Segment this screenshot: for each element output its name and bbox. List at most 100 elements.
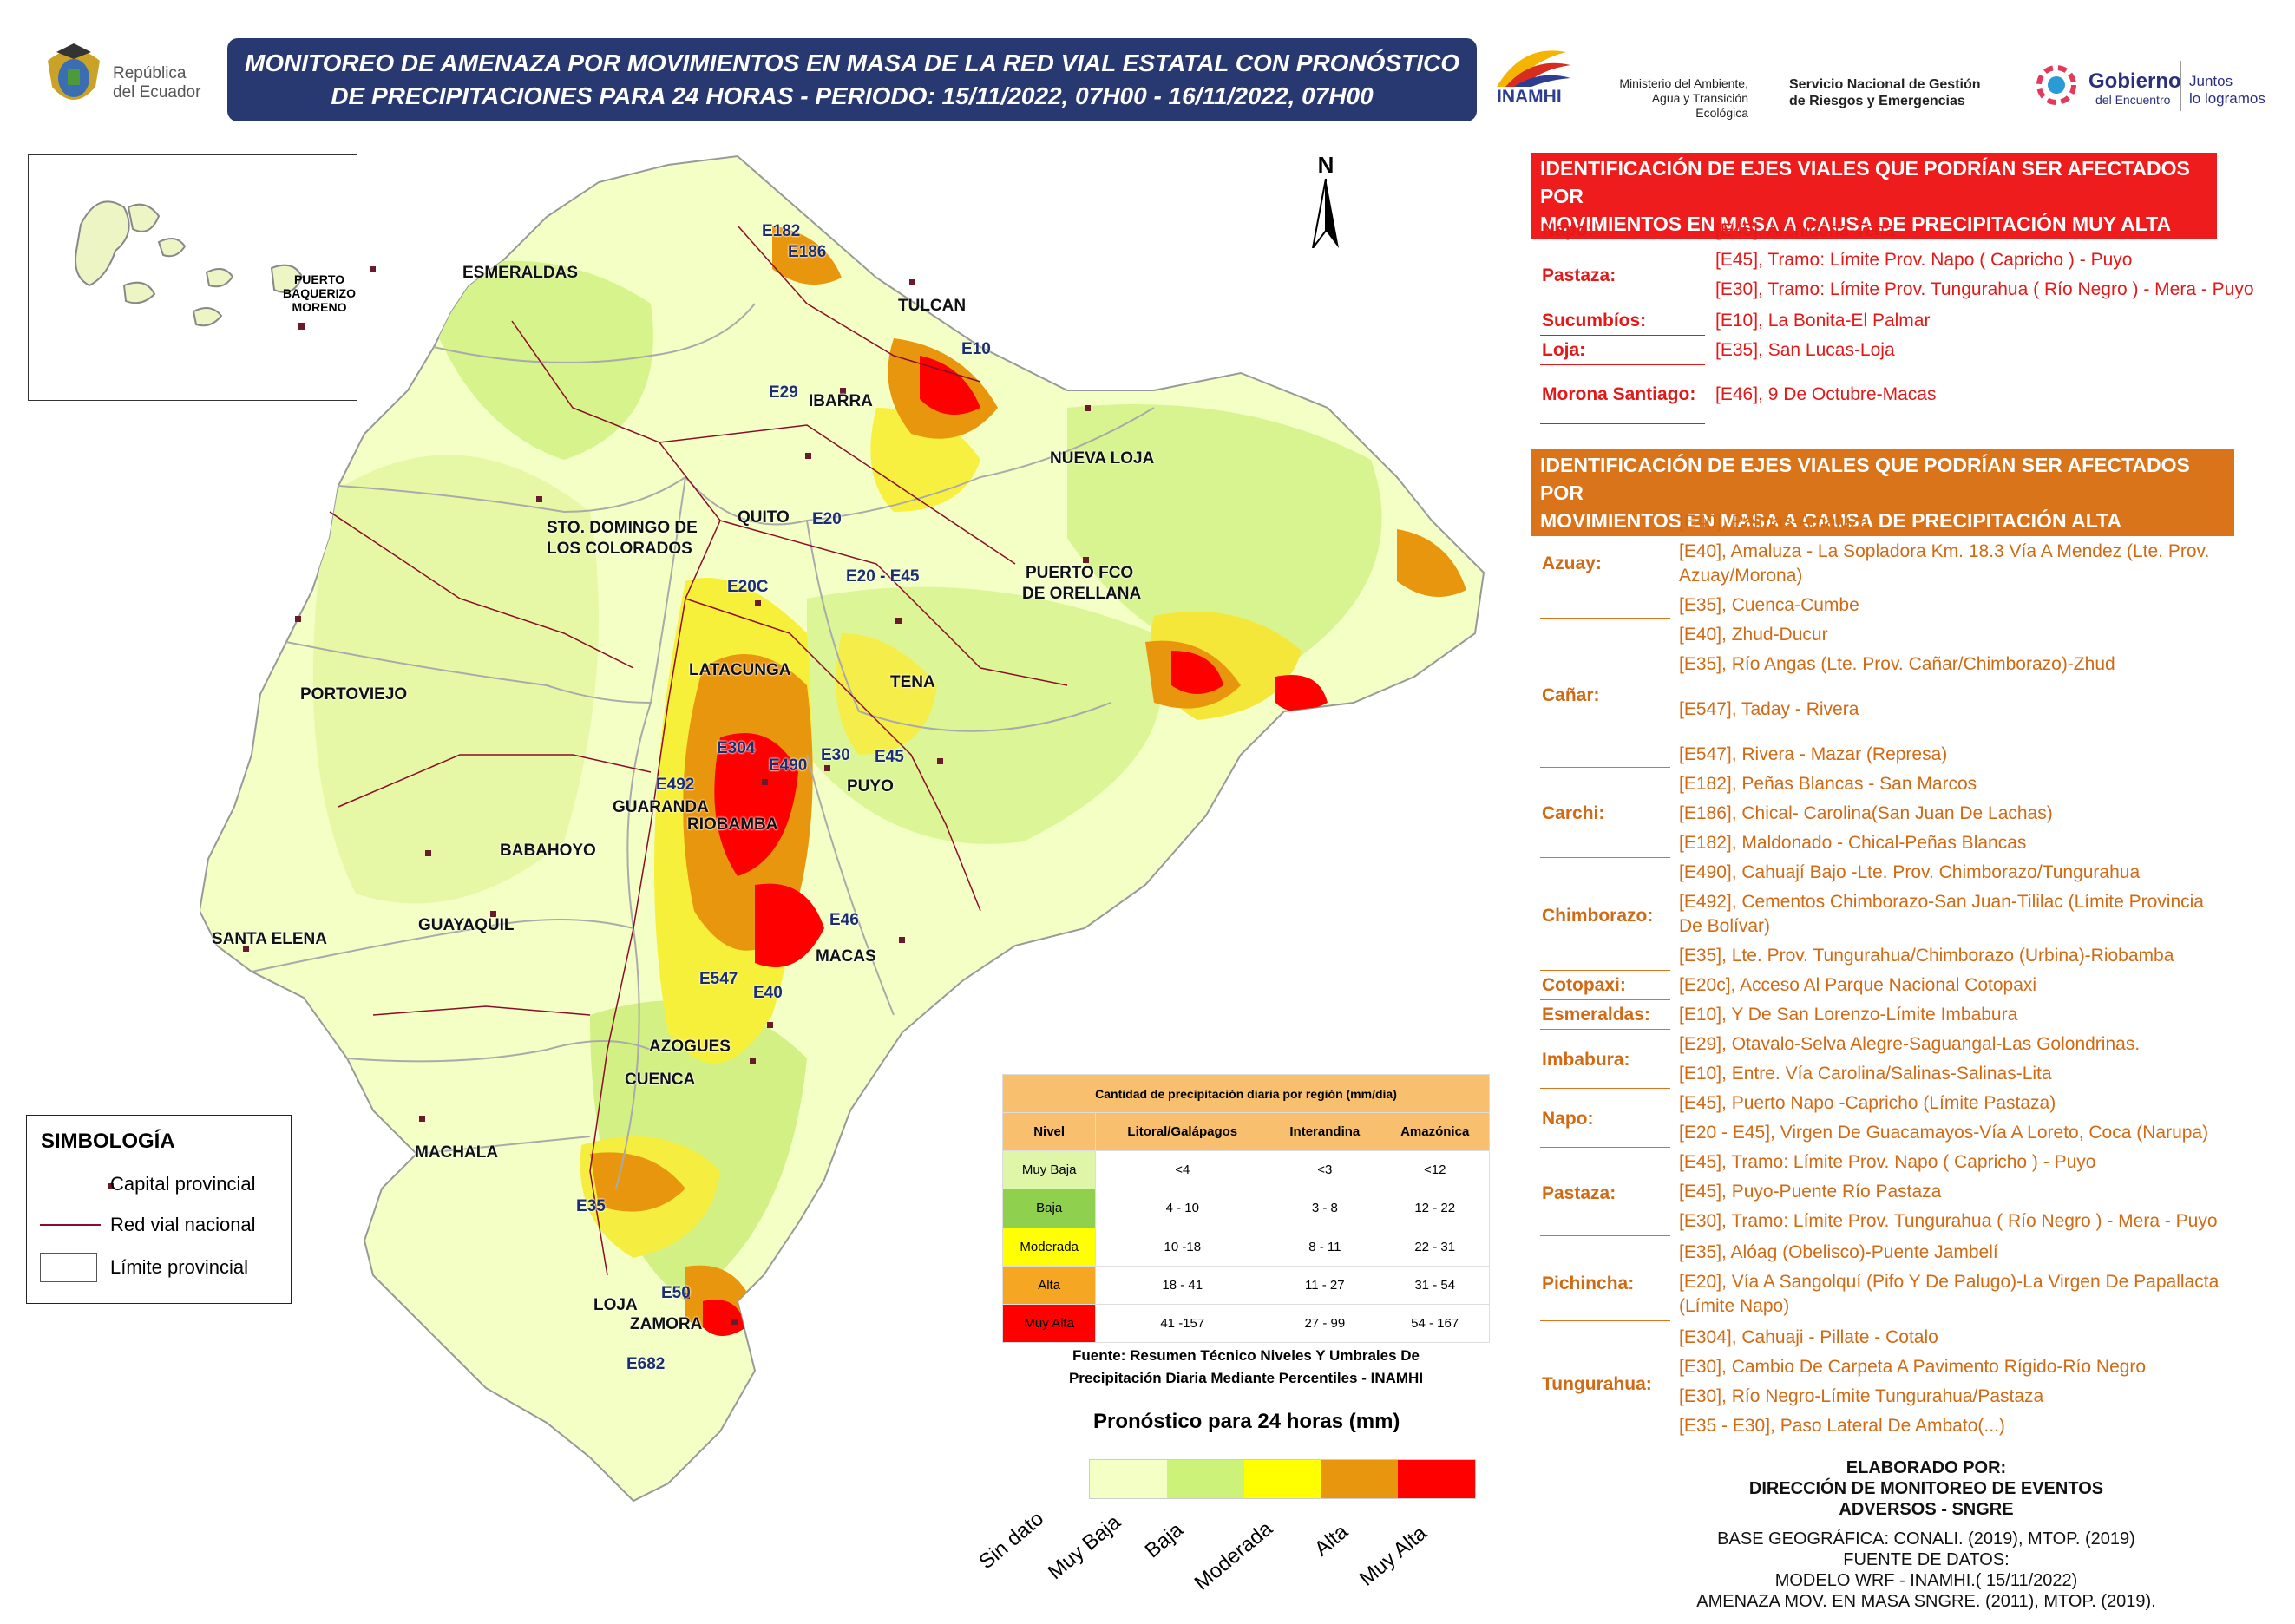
road-label: E10 (961, 340, 991, 358)
juntos-label: Juntos lo logramos (2189, 73, 2265, 107)
forecast-label: Alta (1309, 1519, 1353, 1562)
city-label: SANTA ELENA (212, 930, 327, 948)
title-line1: MONITOREO DE AMENAZA POR MOVIMIENTOS EN … (244, 49, 1460, 76)
coat-of-arms-icon (48, 43, 100, 100)
table-header: Interandina (1269, 1112, 1381, 1152)
road-label: E35 (576, 1197, 606, 1215)
road-label: E45 (875, 748, 904, 766)
city-label: BABAHOYO (500, 841, 596, 860)
city-label: DE ORELLANA (1022, 585, 1142, 603)
north-arrow: N (1300, 152, 1352, 249)
city-label: MACHALA (415, 1143, 499, 1162)
road-label: E492 (656, 776, 695, 794)
title-banner: MONITOREO DE AMENAZA POR MOVIMIENTOS EN … (227, 38, 1477, 121)
table-title: Cantidad de precipitación diaria por reg… (1002, 1073, 1490, 1114)
table-row: Alta 18 - 41 11 - 27 31 - 54 (1001, 1265, 1490, 1305)
symbology-title: SIMBOLOGÍA (41, 1130, 175, 1153)
provincial-limits (251, 303, 1155, 1189)
forecast-title: Pronóstico para 24 horas (mm) (1093, 1410, 1400, 1433)
gobierno-logo: Gobierno del Encuentro Juntos lo logramos (2026, 52, 2278, 121)
forecast-label: Muy Baja (1043, 1510, 1125, 1585)
city-label: AZOGUES (649, 1038, 731, 1056)
city-label: ESMERALDAS (462, 264, 579, 282)
limit-label: Límite provincial (110, 1256, 248, 1278)
symbology-legend: SIMBOLOGÍA Capital provincial Red vial n… (26, 1115, 292, 1304)
limit-box-icon (40, 1253, 97, 1282)
city-label: ZAMORA (630, 1315, 703, 1333)
city-label: RIOBAMBA (687, 815, 778, 834)
north-arrow-icon (1312, 178, 1339, 249)
road-label: E50 (661, 1284, 691, 1302)
inamhi-logo: INAMHI (1488, 43, 1575, 113)
republic-logo: República del Ecuador (35, 35, 217, 121)
ecuador-map (200, 154, 1485, 1503)
provincial-capitals (243, 266, 1091, 1325)
table-source: Fuente: Resumen Técnico Niveles Y Umbral… (1068, 1347, 1424, 1386)
city-label: LOS COLORADOS (547, 540, 692, 558)
precipitation-overlay (312, 226, 1466, 1336)
inset-label: PUERTO BAQUERIZO MORENO (283, 272, 356, 314)
credits-author: ELABORADO POR: DIRECCIÓN DE MONITOREO DE … (1748, 1458, 2104, 1519)
road-line-icon (40, 1224, 101, 1226)
inamhi-label: INAMHI (1497, 87, 1562, 107)
city-label: CUENCA (625, 1071, 696, 1089)
city-label: PORTOVIEJO (300, 685, 408, 704)
road-label: E46 (829, 911, 859, 929)
forecast-label: Muy Alta (1354, 1521, 1432, 1591)
road-label: E682 (626, 1355, 666, 1373)
road-label: E304 (717, 739, 756, 757)
city-label: TULCAN (898, 297, 967, 315)
city-label: MACAS (816, 947, 876, 966)
title-line2: DE PRECIPITACIONES PARA 24 HORAS - PERIO… (331, 82, 1374, 109)
galapagos-islands (75, 200, 305, 330)
table-header: Litoral/Galápagos (1095, 1112, 1270, 1152)
road-label: E20 - E45 (846, 567, 920, 586)
road-label: E182 (762, 222, 801, 240)
forecast-colorbar (1089, 1459, 1476, 1499)
gobierno-icon (2036, 65, 2076, 105)
city-label: NUEVA LOJA (1050, 449, 1155, 468)
city-label: STO. DOMINGO DE (547, 519, 698, 537)
muy-alta-header: IDENTIFICACIÓN DE EJES VIALES QUE PODRÍA… (1531, 153, 2217, 239)
road-label: E20C (727, 578, 769, 596)
table-row: Muy Alta 41 -157 27 - 99 54 - 167 (1001, 1303, 1490, 1344)
city-label: GUARANDA (613, 798, 709, 816)
city-label: PUYO (847, 777, 894, 796)
table-header: Amazónica (1380, 1112, 1490, 1152)
road-label: E490 (769, 756, 808, 775)
republic-line2: del Ecuador (113, 83, 201, 102)
ministerio-logo: Ministerio del Ambiente, Agua y Transici… (1619, 76, 1748, 120)
gobierno-sub: del Encuentro (2095, 93, 2171, 107)
road-label: E20 (812, 510, 842, 528)
city-label: LOJA (593, 1296, 638, 1314)
city-label: GUAYAQUIL (418, 916, 515, 934)
table-row: Moderada 10 -18 8 - 11 22 - 31 (1001, 1227, 1490, 1267)
capital-label: Capital provincial (110, 1173, 256, 1195)
road-label: E40 (753, 984, 783, 1002)
city-label: LATACUNGA (689, 661, 791, 679)
table-row: Muy Baja <4 <3 <12 (1001, 1150, 1490, 1190)
capital-icon (108, 1183, 114, 1189)
city-label: IBARRA (809, 392, 873, 410)
city-label: TENA (890, 673, 935, 691)
precipitation-table: Cantidad de precipitación diaria por reg… (1001, 1073, 1490, 1344)
alta-header: IDENTIFICACIÓN DE EJES VIALES QUE PODRÍA… (1531, 449, 2234, 536)
road-label: E186 (788, 243, 827, 261)
forecast-label: Baja (1140, 1517, 1188, 1563)
city-label: PUERTO FCO (1026, 564, 1134, 582)
table-row: Baja 4 - 10 3 - 8 12 - 22 (1001, 1189, 1490, 1228)
republic-line1: República (113, 64, 187, 82)
credits-sources: BASE GEOGRÁFICA: CONALI. (2019), MTOP. (… (1696, 1529, 2156, 1611)
table-header: Nivel (1001, 1112, 1097, 1152)
road-label: E29 (769, 383, 798, 402)
road-label: Red vial nacional (110, 1214, 256, 1235)
galapagos-inset: PUERTO BAQUERIZO MORENO (28, 154, 357, 401)
forecast-label: Sin dato (974, 1506, 1049, 1575)
north-label: N (1317, 152, 1334, 178)
road-label: E547 (699, 970, 738, 988)
inamhi-icon (1497, 50, 1570, 87)
gobierno-label: Gobierno (2088, 69, 2181, 93)
city-label: QUITO (738, 508, 790, 527)
forecast-label: Moderada (1190, 1516, 1277, 1595)
road-label: E30 (821, 746, 850, 764)
